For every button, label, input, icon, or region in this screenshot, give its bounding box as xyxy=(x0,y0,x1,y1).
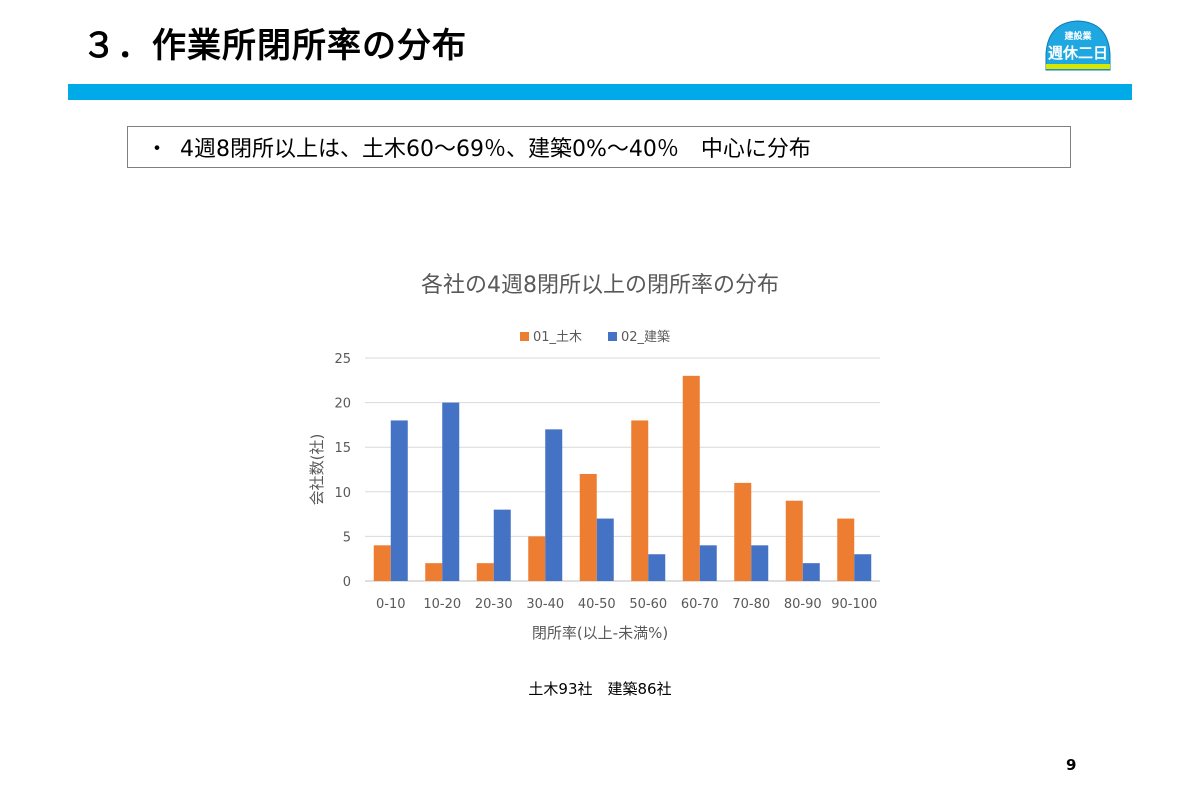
bar-building-60-70 xyxy=(699,545,717,581)
bar-building-10-20 xyxy=(442,402,460,581)
legend-label-1: 01_土木 xyxy=(533,330,582,345)
bar-civil-40-50 xyxy=(579,473,597,581)
bar-civil-60-70 xyxy=(682,375,700,581)
legend-swatch-1 xyxy=(520,332,529,341)
title-accent-bar xyxy=(68,84,1132,100)
y-tick-label: 5 xyxy=(343,530,351,545)
x-tick-label: 10-20 xyxy=(423,597,461,612)
y-tick-label: 25 xyxy=(334,352,351,367)
bar-civil-30-40 xyxy=(528,536,546,581)
logo-line1: 建設業 xyxy=(1064,30,1092,42)
y-tick-label: 0 xyxy=(343,575,351,590)
bar-civil-0-10 xyxy=(373,545,391,581)
bar-building-70-80 xyxy=(751,545,769,581)
bar-building-30-40 xyxy=(545,429,563,581)
bar-civil-50-60 xyxy=(631,420,649,581)
bar-building-0-10 xyxy=(390,420,408,581)
bar-civil-10-20 xyxy=(425,563,443,581)
logo-emblem: 建設業 週休二日 xyxy=(1045,20,1111,71)
summary-box: ・ 4週8閉所以上は、土木60～69％、建築0%～40％ 中心に分布 xyxy=(127,126,1071,168)
summary-bullet: ・ xyxy=(146,137,169,162)
chart-title: 各社の4週8閉所以上の閉所率の分布 xyxy=(421,273,779,298)
x-tick-label: 30-40 xyxy=(526,597,564,612)
x-tick-label: 0-10 xyxy=(376,597,406,612)
x-tick-label: 60-70 xyxy=(681,597,719,612)
footnote: 土木93社 建築86社 xyxy=(528,680,672,698)
x-tick-label: 80-90 xyxy=(784,597,822,612)
bar-building-50-60 xyxy=(648,554,666,581)
bar-building-20-30 xyxy=(493,509,511,581)
x-tick-label: 70-80 xyxy=(732,597,770,612)
x-tick-label: 20-30 xyxy=(475,597,513,612)
chart-area: 各社の4週8閉所以上の閉所率の分布 01_土木 02_建築 0 5 10 15 20 25 0-1… xyxy=(300,258,900,658)
x-axis-title: 閉所率(以上-未満%) xyxy=(532,624,668,642)
bar-chart: 各社の4週8閉所以上の閉所率の分布 01_土木 02_建築 0 5 10 15 20 25 0-1… xyxy=(308,273,880,642)
logo-line2: 週休二日 xyxy=(1048,44,1108,62)
y-axis-title: 会社数(社) xyxy=(308,434,326,506)
helmet-band xyxy=(1046,64,1110,69)
legend-label-2: 02_建築 xyxy=(621,330,670,345)
y-tick-label: 20 xyxy=(334,397,351,412)
y-tick-label: 10 xyxy=(334,486,351,501)
bar-civil-90-100 xyxy=(837,518,855,581)
bar-building-90-100 xyxy=(854,554,872,581)
bar-civil-20-30 xyxy=(476,563,494,581)
bar-civil-70-80 xyxy=(734,482,752,581)
bar-civil-80-90 xyxy=(785,500,803,581)
page-number: 9 xyxy=(1066,756,1077,774)
bar-building-80-90 xyxy=(802,563,820,581)
bar-building-40-50 xyxy=(596,518,614,581)
summary-text: 4週8閉所以上は、土木60～69％、建築0%～40％ 中心に分布 xyxy=(180,137,811,162)
y-tick-label: 15 xyxy=(334,441,351,456)
x-tick-label: 50-60 xyxy=(629,597,667,612)
legend-swatch-2 xyxy=(608,332,617,341)
x-tick-label: 40-50 xyxy=(578,597,616,612)
x-tick-label: 90-100 xyxy=(831,597,877,612)
helmet-shape xyxy=(1045,20,1111,71)
slide-title: ３．作業所閉所率の分布 xyxy=(82,26,467,66)
